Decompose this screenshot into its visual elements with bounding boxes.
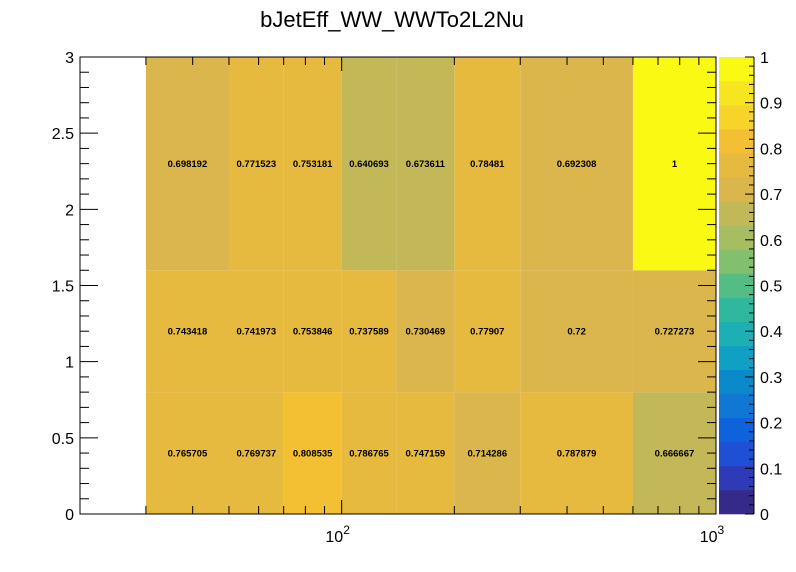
color-scale-swatch bbox=[719, 297, 754, 322]
heatmap-cell bbox=[396, 392, 455, 514]
z-tick-label: 0.9 bbox=[760, 96, 782, 113]
cell-value-label: 0.666667 bbox=[655, 449, 695, 460]
heatmap-cell bbox=[283, 270, 342, 393]
cell-value-labels: 0.765705 0.769737 0.808535 0.786765 0.747159… bbox=[168, 159, 695, 459]
heatmap-cell bbox=[145, 57, 229, 271]
cell-value-label: 0.808535 bbox=[293, 449, 333, 460]
color-scale-swatch bbox=[719, 345, 754, 370]
z-tick-label: 0.8 bbox=[760, 141, 782, 158]
heatmap-cell bbox=[341, 57, 397, 271]
cell-value-label: 0.741973 bbox=[237, 327, 277, 338]
color-scale-swatch bbox=[719, 201, 754, 226]
z-tick-label: 1 bbox=[760, 50, 769, 67]
cell-value-label: 0.787879 bbox=[557, 449, 597, 460]
z-tick-label: 0.2 bbox=[760, 416, 782, 433]
cell-value-label: 0.753846 bbox=[293, 327, 333, 338]
chart-title: bJetEff_WW_WWTo2L2Nu bbox=[260, 7, 524, 32]
cell-value-label: 1 bbox=[672, 159, 678, 170]
color-scale-swatch bbox=[719, 489, 754, 515]
cell-value-label: 0.730469 bbox=[406, 327, 446, 338]
y-tick-label: 0.5 bbox=[52, 431, 74, 448]
color-scale-swatch bbox=[719, 393, 754, 419]
cell-value-label: 0.786765 bbox=[349, 449, 389, 460]
color-scale-swatch bbox=[719, 81, 754, 106]
heatmap-cell bbox=[341, 392, 397, 514]
color-scale-swatch bbox=[719, 57, 754, 82]
heatmap-cell bbox=[520, 392, 633, 514]
heatmap-cell bbox=[454, 57, 521, 271]
color-scale-swatch bbox=[719, 465, 754, 491]
z-tick-label: 0.7 bbox=[760, 187, 782, 204]
color-scale-swatch bbox=[719, 225, 754, 250]
cell-value-label: 0.737589 bbox=[349, 327, 389, 338]
y-tick-label: 2 bbox=[65, 202, 74, 219]
cell-value-label: 0.747159 bbox=[406, 449, 446, 460]
y-tick-label: 1.5 bbox=[52, 279, 74, 296]
heatmap-cell bbox=[632, 270, 716, 393]
heatmap-cell bbox=[632, 57, 716, 271]
heatmap-cell bbox=[341, 270, 397, 393]
color-scale-swatch bbox=[719, 417, 754, 443]
cell-value-label: 0.72 bbox=[567, 327, 586, 338]
heatmap-cell bbox=[228, 270, 284, 393]
z-tick-label: 0.6 bbox=[760, 233, 782, 250]
cell-value-label: 0.727273 bbox=[655, 327, 695, 338]
y-tick-label: 0 bbox=[65, 507, 74, 524]
heatmap-cell bbox=[228, 392, 284, 514]
color-scale-bar bbox=[719, 57, 754, 515]
color-scale-swatch bbox=[719, 105, 754, 130]
cell-value-label: 0.78481 bbox=[470, 159, 505, 170]
color-scale-axis: 0 0.1 0.2 0.3 0.4 0.5 0.6 0.7 0.8 0.9 1 bbox=[745, 50, 782, 524]
cell-value-label: 0.771523 bbox=[237, 159, 277, 170]
cell-value-label: 0.743418 bbox=[168, 327, 208, 338]
cell-value-label: 0.692308 bbox=[557, 159, 597, 170]
cell-value-label: 0.698192 bbox=[168, 159, 208, 170]
cell-value-label: 0.714286 bbox=[467, 449, 507, 460]
cell-value-label: 0.640693 bbox=[349, 159, 389, 170]
heatmap-cell bbox=[228, 57, 284, 271]
x-tick-label: 103 bbox=[700, 523, 725, 546]
y-tick-label: 3 bbox=[65, 50, 74, 67]
z-tick-label: 0.5 bbox=[760, 279, 782, 296]
heatmap-cell bbox=[283, 392, 342, 514]
cell-value-label: 0.673611 bbox=[406, 159, 446, 170]
color-scale-swatch bbox=[719, 177, 754, 202]
color-scale-swatch bbox=[719, 249, 754, 274]
x-axis: 102 103 bbox=[79, 57, 725, 546]
color-scale-swatch bbox=[719, 369, 754, 395]
z-tick-label: 0.1 bbox=[760, 461, 782, 478]
z-tick-label: 0 bbox=[760, 507, 769, 524]
y-axis: 0 0.5 1 1.5 2 2.5 3 bbox=[52, 50, 716, 524]
color-scale-swatch bbox=[719, 129, 754, 154]
cell-value-label: 0.77907 bbox=[470, 327, 504, 338]
x-tick-label: 102 bbox=[325, 523, 350, 546]
heatmap-cell bbox=[454, 270, 521, 393]
heatmap-cell bbox=[520, 270, 633, 393]
cell-value-label: 0.753181 bbox=[293, 159, 333, 170]
color-scale-swatch bbox=[719, 153, 754, 178]
heatmap-cell bbox=[632, 392, 716, 514]
heatmap-cell bbox=[283, 57, 342, 271]
heatmap-cell bbox=[396, 57, 455, 271]
heatmap-cell bbox=[145, 392, 229, 514]
heatmap-cell bbox=[454, 392, 521, 514]
z-tick-label: 0.4 bbox=[760, 324, 782, 341]
color-scale-swatch bbox=[719, 441, 754, 467]
z-tick-label: 0.3 bbox=[760, 370, 782, 387]
color-scale-swatch bbox=[719, 321, 754, 346]
cell-value-label: 0.769737 bbox=[237, 449, 277, 460]
heatmap-cell bbox=[520, 57, 633, 271]
y-tick-label: 2.5 bbox=[52, 126, 74, 143]
heatmap-cell bbox=[396, 270, 455, 393]
heatmap-cells bbox=[145, 57, 716, 514]
cell-value-label: 0.765705 bbox=[168, 449, 208, 460]
y-tick-label: 1 bbox=[65, 355, 74, 372]
heatmap-cell bbox=[145, 270, 229, 393]
